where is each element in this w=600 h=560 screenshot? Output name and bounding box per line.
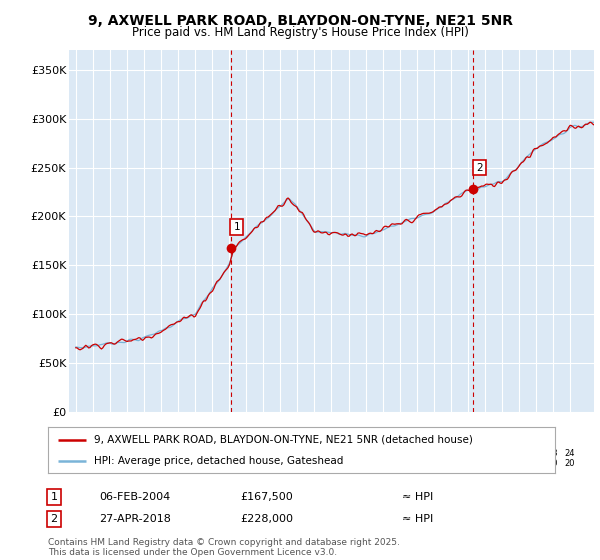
Text: 08
20: 08 20 [292,449,303,468]
Text: 1: 1 [233,222,240,232]
Text: 1: 1 [50,492,58,502]
Text: 15
20: 15 20 [412,449,422,468]
Text: 2: 2 [50,514,58,524]
Text: Contains HM Land Registry data © Crown copyright and database right 2025.
This d: Contains HM Land Registry data © Crown c… [48,538,400,557]
Text: 23
20: 23 20 [548,449,559,468]
Text: 00
20: 00 20 [156,449,166,468]
Text: 18
20: 18 20 [463,449,473,468]
Text: ≈ HPI: ≈ HPI [402,492,433,502]
Text: 06
20: 06 20 [258,449,269,468]
Text: 05
20: 05 20 [241,449,251,468]
Text: 9, AXWELL PARK ROAD, BLAYDON-ON-TYNE, NE21 5NR: 9, AXWELL PARK ROAD, BLAYDON-ON-TYNE, NE… [88,14,512,28]
Text: 22
20: 22 20 [531,449,541,468]
Text: 07
20: 07 20 [275,449,286,468]
Text: ≈ HPI: ≈ HPI [402,514,433,524]
Text: HPI: Average price, detached house, Gateshead: HPI: Average price, detached house, Gate… [94,456,343,466]
Text: 20
20: 20 20 [497,449,507,468]
Text: 03
20: 03 20 [207,449,217,468]
Text: 06-FEB-2004: 06-FEB-2004 [99,492,170,502]
Text: Price paid vs. HM Land Registry's House Price Index (HPI): Price paid vs. HM Land Registry's House … [131,26,469,39]
Text: 97
19: 97 19 [104,449,115,468]
Text: 9, AXWELL PARK ROAD, BLAYDON-ON-TYNE, NE21 5NR (detached house): 9, AXWELL PARK ROAD, BLAYDON-ON-TYNE, NE… [94,435,473,445]
Text: 24
20: 24 20 [565,449,575,468]
Text: 19
20: 19 20 [479,449,490,468]
Text: 98
19: 98 19 [122,449,132,468]
Text: 11
20: 11 20 [343,449,354,468]
Text: 04
20: 04 20 [224,449,235,468]
Text: 14
20: 14 20 [394,449,405,468]
Text: 2: 2 [476,162,482,172]
Text: 02
20: 02 20 [190,449,200,468]
Text: 12
20: 12 20 [361,449,371,468]
Text: 17
20: 17 20 [446,449,456,468]
Text: 09
20: 09 20 [309,449,320,468]
Text: 01
20: 01 20 [173,449,184,468]
Text: £167,500: £167,500 [240,492,293,502]
Text: 95
19: 95 19 [71,449,81,468]
Text: 96
19: 96 19 [88,449,98,468]
Text: 16
20: 16 20 [428,449,439,468]
Text: £228,000: £228,000 [240,514,293,524]
Text: 13
20: 13 20 [377,449,388,468]
Text: 99
19: 99 19 [139,449,149,468]
Text: 21
20: 21 20 [514,449,524,468]
Text: 27-APR-2018: 27-APR-2018 [99,514,171,524]
Text: 10
20: 10 20 [326,449,337,468]
